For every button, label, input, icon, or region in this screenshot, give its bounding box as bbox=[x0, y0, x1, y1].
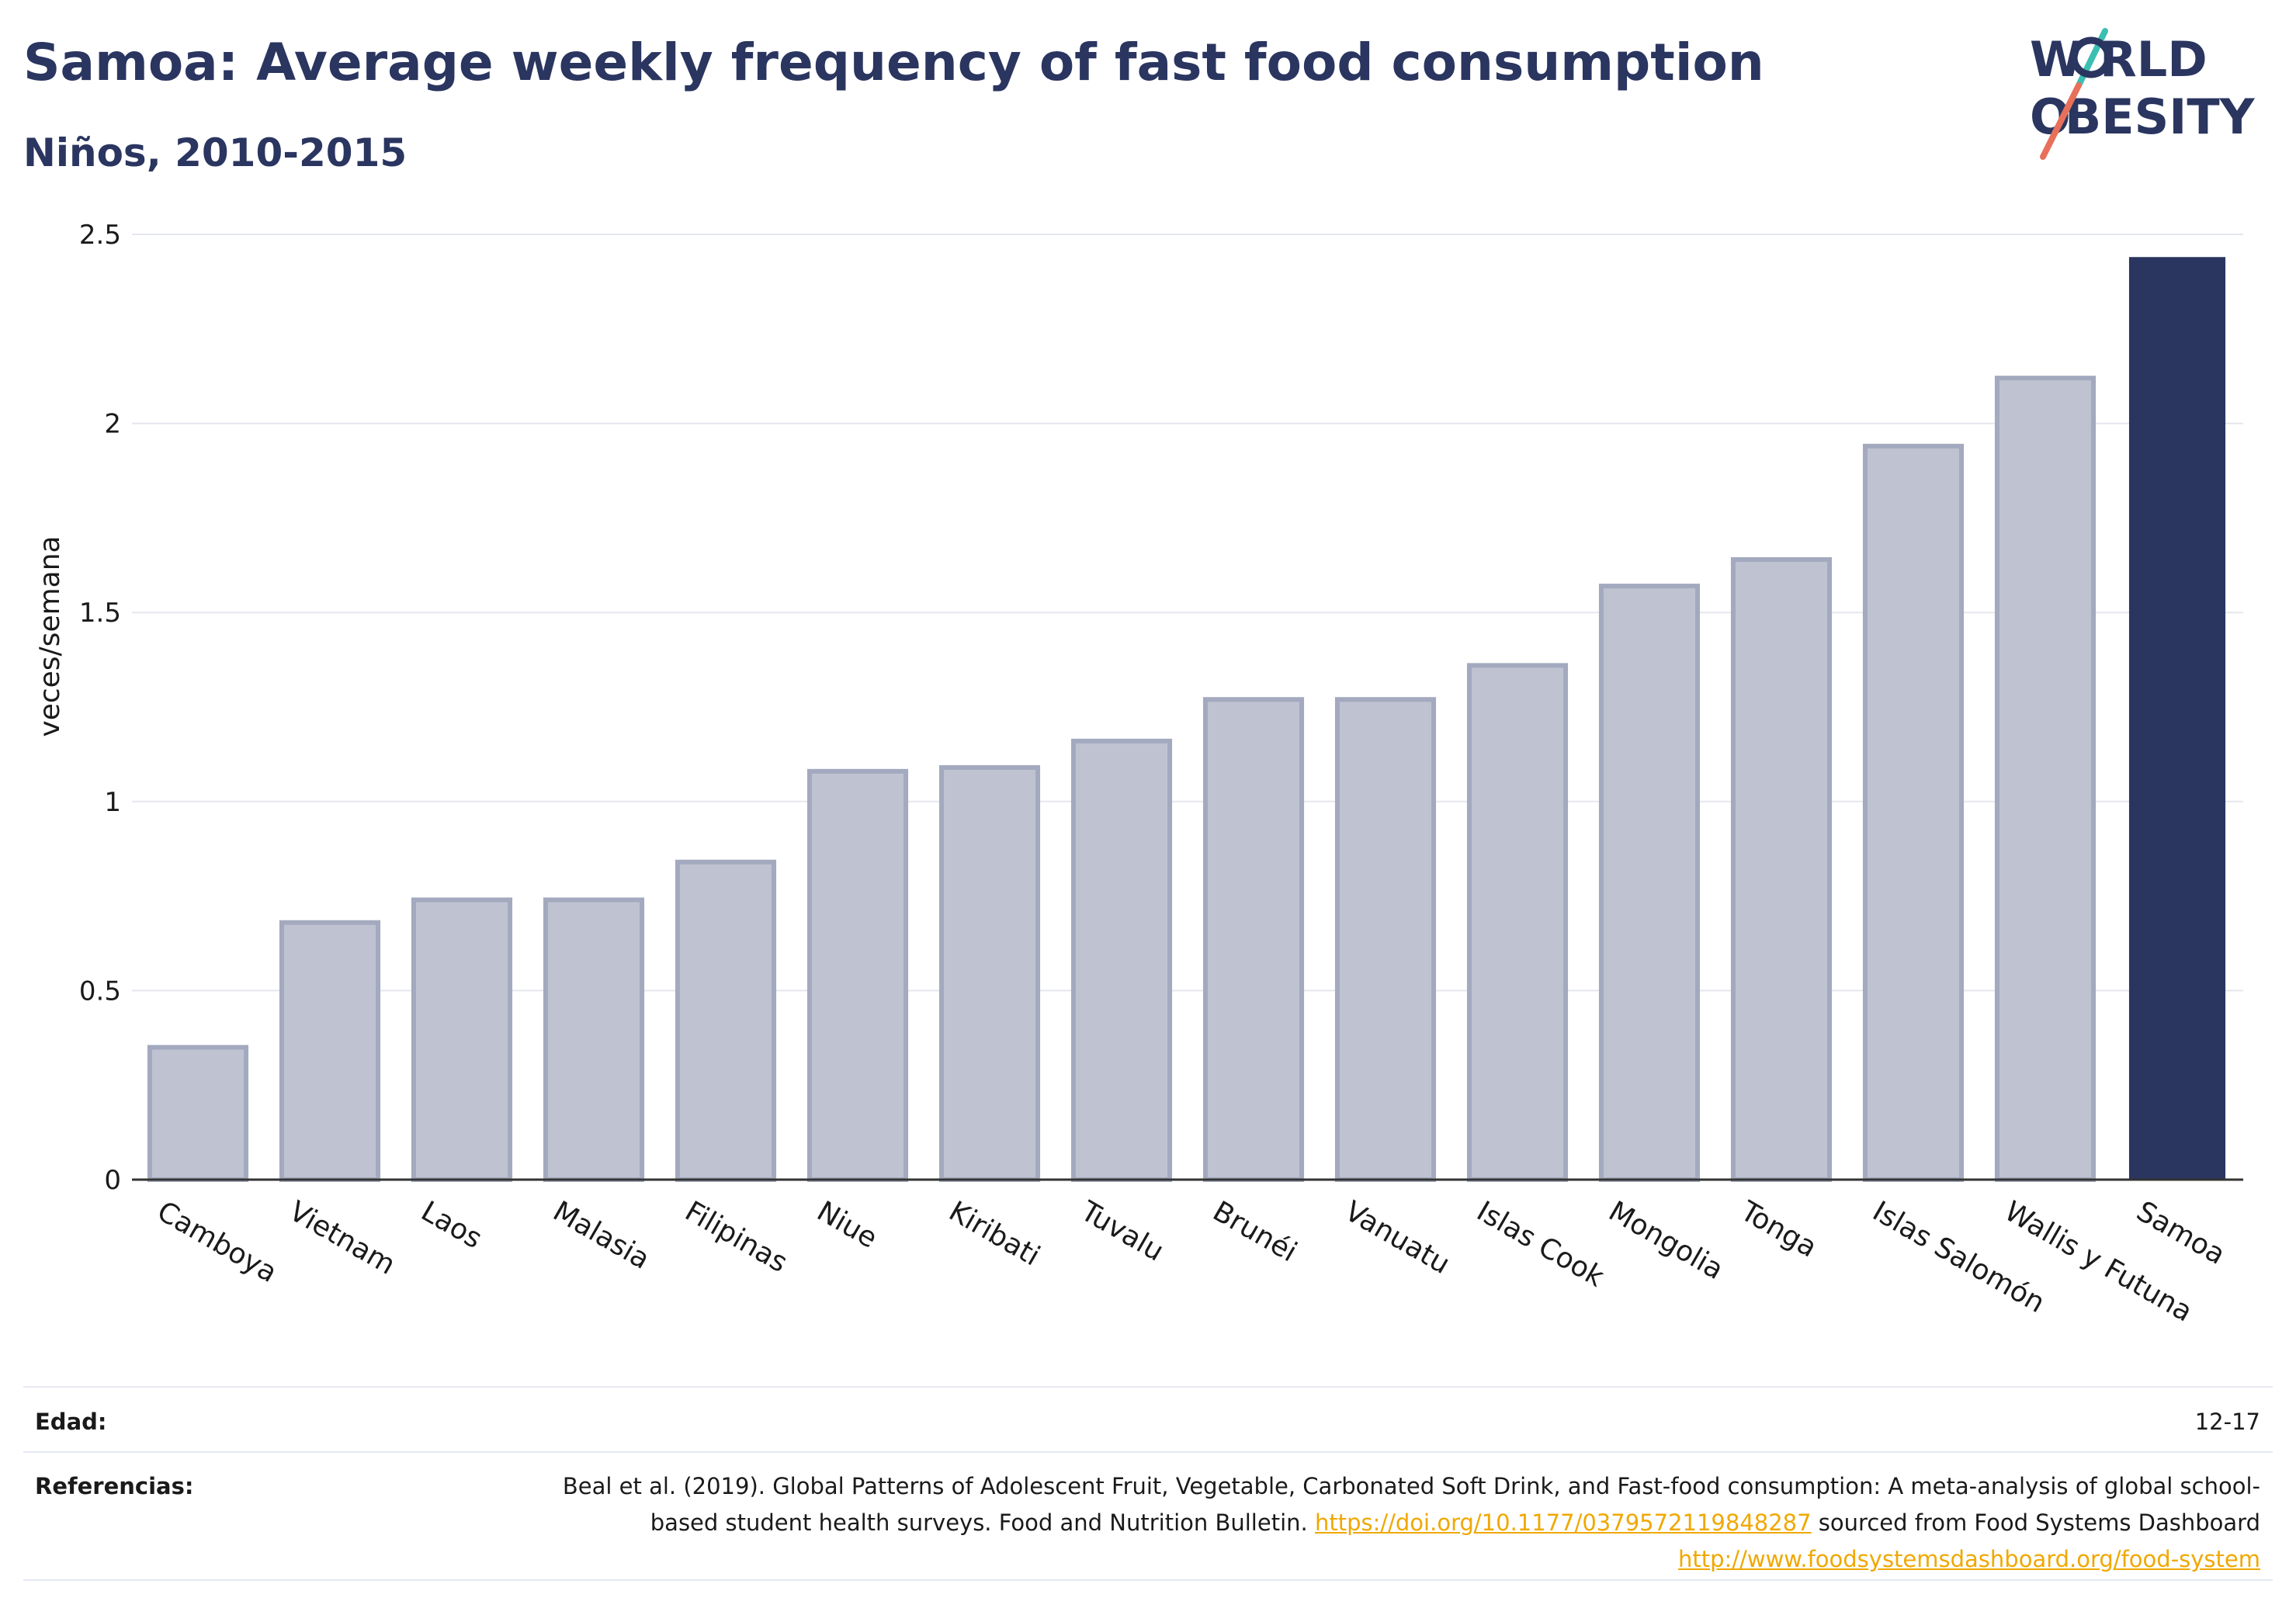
doi-link[interactable]: https://doi.org/10.1177/0379572119848287 bbox=[1314, 1509, 1812, 1536]
world-obesity-logo: W RLD O BESITY bbox=[2026, 23, 2274, 163]
world-obesity-logo-graphic: W RLD O BESITY bbox=[2030, 28, 2256, 160]
y-tick-label: 2.5 bbox=[79, 220, 121, 251]
bar-tuvalu bbox=[1070, 738, 1173, 1182]
bar-kiribati bbox=[938, 764, 1041, 1182]
edad-label: Edad: bbox=[35, 1409, 107, 1435]
food-systems-dashboard-link[interactable]: http://www.foodsystemsdashboard.org/food… bbox=[1678, 1546, 2260, 1572]
bar-chart: 0 0.5 1 1.5 2 2.5 Camboya Vietnam Laos Malasia Fil… bbox=[34, 220, 2243, 1329]
x-tick-label: Kiribati bbox=[944, 1195, 1046, 1272]
x-tick-label: Niue bbox=[812, 1195, 883, 1254]
logo-slash-coral bbox=[2040, 82, 2082, 160]
bar-malasia bbox=[543, 897, 645, 1182]
y-tick-label: 1.5 bbox=[79, 598, 121, 629]
x-tick-label: Vanuatu bbox=[1340, 1195, 1455, 1281]
logo-o-ring bbox=[2070, 36, 2112, 78]
bar-camboya bbox=[147, 1045, 249, 1182]
bar-islas-salomón bbox=[1862, 443, 1965, 1183]
bar-laos bbox=[411, 897, 513, 1182]
x-tick-label: Tonga bbox=[1735, 1195, 1823, 1264]
logo-line2: BESITY bbox=[2065, 88, 2256, 145]
bar-islas-cook bbox=[1466, 663, 1569, 1182]
referencias-text: Beal et al. (2019). Global Patterns of A… bbox=[553, 1468, 2260, 1578]
bar-filipinas bbox=[675, 859, 777, 1182]
x-tick-label: Vietnam bbox=[284, 1195, 401, 1281]
x-tick-label: Laos bbox=[416, 1195, 487, 1255]
y-tick-label: 1 bbox=[104, 787, 121, 818]
chart-subtitle: Niños, 2010-2015 bbox=[23, 130, 408, 175]
ref-text-part-1: Beal et al. (2019). Global Patterns of A… bbox=[562, 1473, 2260, 1536]
chart-title: Samoa: Average weekly frequency of fast … bbox=[23, 33, 1764, 92]
edad-value: 12-17 bbox=[2194, 1409, 2260, 1435]
x-tick-label: Tuvalu bbox=[1075, 1195, 1169, 1268]
x-tick-label: Filipinas bbox=[680, 1195, 793, 1279]
bar-tonga bbox=[1730, 556, 1833, 1182]
x-tick-label: Islas Cook bbox=[1472, 1195, 1610, 1293]
x-tick-label: Samoa bbox=[2131, 1195, 2231, 1271]
y-tick-label: 2 bbox=[104, 409, 121, 440]
x-tick-label: Malasia bbox=[548, 1195, 655, 1276]
bar-wallis-y-futuna bbox=[1994, 376, 2097, 1183]
y-tick-label: 0 bbox=[104, 1165, 121, 1196]
footer-divider-top bbox=[23, 1386, 2273, 1388]
bar-vanuatu bbox=[1334, 697, 1437, 1182]
logo-line1: W RLD bbox=[2030, 31, 2208, 88]
y-axis-label: veces/semana bbox=[34, 535, 66, 736]
y-tick-label: 0.5 bbox=[79, 976, 121, 1007]
bar-brunéi bbox=[1202, 697, 1305, 1182]
referencias-label: Referencias: bbox=[35, 1473, 194, 1499]
footer-divider-middle bbox=[23, 1451, 2273, 1453]
x-tick-label: Camboya bbox=[152, 1195, 283, 1289]
bars bbox=[147, 257, 2226, 1183]
bar-niue bbox=[806, 768, 909, 1182]
bar-samoa bbox=[2128, 257, 2226, 1180]
ref-text-part-2: sourced from Food Systems Dashboard bbox=[1811, 1509, 2260, 1536]
bar-vietnam bbox=[279, 920, 381, 1182]
x-tick-label: Brunéi bbox=[1208, 1195, 1302, 1268]
x-tick-label: Mongolia bbox=[1604, 1195, 1729, 1286]
bar-mongolia bbox=[1598, 584, 1701, 1182]
footer-divider-bottom bbox=[23, 1579, 2273, 1581]
